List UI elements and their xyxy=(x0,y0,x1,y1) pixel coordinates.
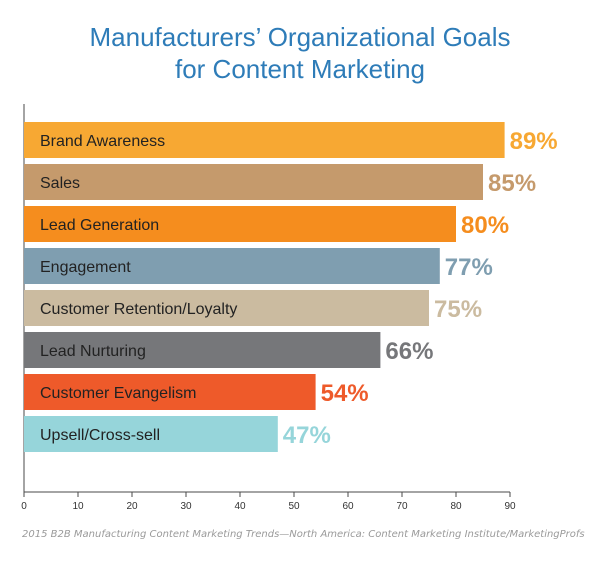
chart-title-line-1: Manufacturers’ Organizational Goals xyxy=(89,22,511,52)
x-tick-label: 10 xyxy=(72,501,84,512)
bar-value-label: 85% xyxy=(488,170,536,197)
chart-title-line-2: for Content Marketing xyxy=(174,54,425,84)
bar xyxy=(24,206,456,242)
x-tick-label: 60 xyxy=(342,501,354,512)
source-note: 2015 B2B Manufacturing Content Marketing… xyxy=(22,529,585,540)
x-tick-label: 40 xyxy=(234,501,246,512)
x-tick-label: 0 xyxy=(21,501,27,512)
x-tick-label: 50 xyxy=(288,501,300,512)
bar-value-label: 80% xyxy=(461,212,509,239)
bar-category-label: Sales xyxy=(40,175,80,192)
bar-value-label: 54% xyxy=(321,380,369,407)
bar-value-label: 75% xyxy=(434,296,482,323)
x-tick-label: 30 xyxy=(180,501,192,512)
bar-category-label: Customer Retention/Loyalty xyxy=(40,301,237,318)
bar xyxy=(24,290,429,326)
bar-category-label: Customer Evangelism xyxy=(40,385,197,402)
x-tick-label: 80 xyxy=(450,501,462,512)
bar xyxy=(24,248,440,284)
bar xyxy=(24,122,505,158)
x-tick-label: 90 xyxy=(504,501,516,512)
bar xyxy=(24,164,483,200)
bar-category-label: Brand Awareness xyxy=(40,133,165,150)
x-tick-label: 20 xyxy=(126,501,138,512)
bar-chart: 0 10 20 30 40 50 60 70 80 90 Brand Awareness 89% Sal… xyxy=(21,104,558,512)
bar-category-label: Lead Generation xyxy=(40,217,159,234)
x-tick-label: 70 xyxy=(396,501,408,512)
bar xyxy=(24,332,381,368)
bar-value-label: 66% xyxy=(385,338,433,365)
bar-value-label: 77% xyxy=(445,254,493,281)
bar-value-label: 47% xyxy=(283,422,331,449)
bar-category-label: Lead Nurturing xyxy=(40,343,146,360)
bar xyxy=(24,416,278,452)
bar-value-label: 89% xyxy=(510,128,558,155)
bar xyxy=(24,374,316,410)
bar-category-label: Upsell/Cross-sell xyxy=(40,427,160,444)
bar-category-label: Engagement xyxy=(40,259,131,276)
